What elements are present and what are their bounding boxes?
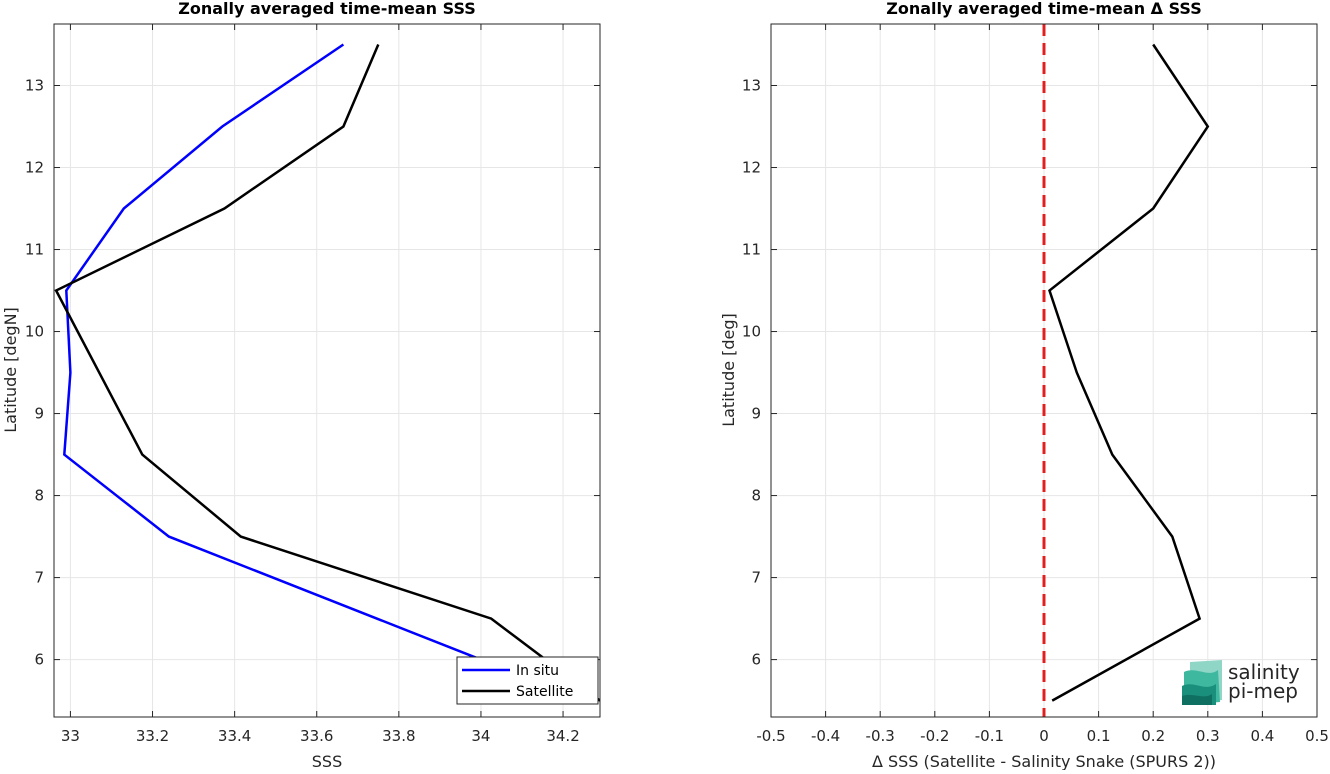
x-tick-label: 0 xyxy=(1039,727,1049,745)
y-tick-label: 11 xyxy=(25,241,44,259)
right-axes-box xyxy=(770,23,1318,718)
x-tick-label: 0.5 xyxy=(1305,727,1329,745)
right-grid xyxy=(770,24,1318,717)
right-chart-title: Zonally averaged time-mean Δ SSS xyxy=(886,0,1202,18)
x-tick-label: -0.3 xyxy=(866,727,895,745)
y-tick-label: 6 xyxy=(34,651,44,669)
x-tick-label: 34.2 xyxy=(546,727,579,745)
x-tick-label: 0.3 xyxy=(1196,727,1220,745)
series-line-delta-sss xyxy=(1048,43,1210,702)
x-tick-label: 33.4 xyxy=(218,727,251,745)
x-tick-label: 33.2 xyxy=(136,727,169,745)
x-tick-label: -0.5 xyxy=(756,727,785,745)
x-tick-label: 33 xyxy=(61,727,80,745)
left-grid xyxy=(54,24,600,717)
x-tick-label: 0.4 xyxy=(1250,727,1274,745)
y-tick-label: 13 xyxy=(742,77,761,95)
left-x-axis-label: SSS xyxy=(312,752,342,770)
left-chart-title: Zonally averaged time-mean SSS xyxy=(178,0,476,18)
left-series xyxy=(54,43,600,702)
x-tick-label: -0.2 xyxy=(920,727,949,745)
right-x-ticks: -0.5 -0.4 -0.3 -0.2 -0.1 0 0.1 0.2 0.3 0.4 0.5 xyxy=(756,24,1329,745)
left-y-ticks: 6 7 8 9 10 11 12 13 xyxy=(25,77,600,669)
x-tick-label: 33.6 xyxy=(300,727,333,745)
y-tick-label: 8 xyxy=(34,487,44,505)
y-tick-label: 10 xyxy=(742,323,761,341)
y-tick-label: 7 xyxy=(34,569,44,587)
left-chart: Zonally averaged time-mean SSS 33 33.2 33.… xyxy=(1,0,601,771)
legend-box xyxy=(456,656,599,705)
x-tick-label: 0.2 xyxy=(1141,727,1165,745)
y-tick-label: 11 xyxy=(742,241,761,259)
legend-in-situ-label: In situ xyxy=(516,663,559,679)
right-y-axis-label: Latitude [deg] xyxy=(719,313,738,427)
y-tick-label: 12 xyxy=(742,159,761,177)
left-y-axis-label: Latitude [degN] xyxy=(1,307,20,433)
series-line-in-situ xyxy=(63,43,482,661)
x-tick-label: -0.1 xyxy=(975,727,1004,745)
wave-logo-icon xyxy=(1182,660,1222,705)
legend: In situ Satellite xyxy=(456,656,599,705)
y-tick-label: 9 xyxy=(34,405,44,423)
y-tick-label: 12 xyxy=(25,159,44,177)
logo-text-salinity: salinity xyxy=(1228,660,1300,684)
x-tick-label: -0.4 xyxy=(811,727,840,745)
y-tick-label: 10 xyxy=(25,323,44,341)
right-series xyxy=(1048,43,1210,702)
y-tick-label: 9 xyxy=(751,405,761,423)
x-tick-label: 34 xyxy=(471,727,490,745)
series-line-satellite xyxy=(54,44,600,702)
x-tick-label: 0.1 xyxy=(1087,727,1111,745)
salinity-pi-mep-logo: salinity pi-mep xyxy=(1182,660,1300,705)
y-tick-label: 8 xyxy=(751,487,761,505)
y-tick-label: 13 xyxy=(25,77,44,95)
right-chart: Zonally averaged time-mean Δ SSS -0.5 -0.… xyxy=(719,0,1329,771)
y-tick-label: 7 xyxy=(751,569,761,587)
logo-text-pi-mep: pi-mep xyxy=(1228,679,1298,703)
legend-satellite-label: Satellite xyxy=(516,684,573,700)
y-tick-label: 6 xyxy=(751,651,761,669)
left-axes-box xyxy=(53,23,601,718)
right-x-axis-label: Δ SSS (Satellite - Salinity Snake (SPURS… xyxy=(872,752,1216,770)
left-x-ticks: 33 33.2 33.4 33.6 33.8 34 34.2 xyxy=(61,24,580,745)
right-y-ticks: 6 7 8 9 10 11 12 13 xyxy=(742,77,1317,669)
x-tick-label: 33.8 xyxy=(382,727,415,745)
